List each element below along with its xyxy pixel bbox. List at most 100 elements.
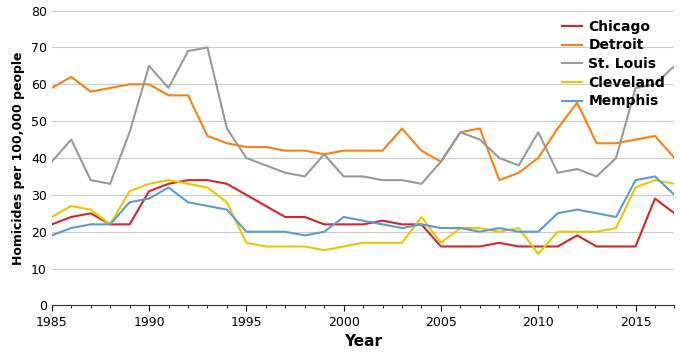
Cleveland — [48, 215, 56, 219]
Cleveland — [145, 182, 153, 186]
Detroit — [67, 75, 75, 79]
Chicago — [592, 244, 600, 248]
Cleveland — [320, 248, 328, 252]
Memphis — [592, 211, 600, 215]
Detroit — [165, 93, 173, 98]
Memphis — [262, 230, 270, 234]
Cleveland — [592, 230, 600, 234]
Memphis — [651, 174, 659, 179]
Legend: Chicago, Detroit, St. Louis, Cleveland, Memphis: Chicago, Detroit, St. Louis, Cleveland, … — [560, 17, 668, 111]
Detroit — [418, 148, 426, 153]
Chicago — [282, 215, 290, 219]
Detroit — [573, 100, 581, 105]
St. Louis — [339, 174, 347, 179]
Line: St. Louis: St. Louis — [52, 48, 675, 184]
Detroit — [126, 82, 134, 86]
Cleveland — [534, 252, 543, 256]
Detroit — [223, 141, 231, 146]
Cleveland — [476, 226, 484, 230]
Cleveland — [651, 178, 659, 182]
St. Louis — [126, 130, 134, 134]
Chicago — [495, 241, 503, 245]
Memphis — [126, 200, 134, 204]
Detroit — [670, 156, 679, 160]
Detroit — [612, 141, 620, 146]
Cleveland — [262, 244, 270, 248]
Detroit — [632, 137, 640, 142]
St. Louis — [495, 156, 503, 160]
Detroit — [339, 148, 347, 153]
Memphis — [398, 226, 406, 230]
St. Louis — [67, 137, 75, 142]
St. Louis — [48, 159, 56, 164]
Chicago — [67, 215, 75, 219]
Memphis — [632, 178, 640, 182]
Cleveland — [456, 226, 464, 230]
Chicago — [184, 178, 192, 182]
Detroit — [456, 130, 464, 134]
Cleveland — [67, 204, 75, 208]
Memphis — [223, 207, 231, 212]
Cleveland — [670, 182, 679, 186]
St. Louis — [632, 86, 640, 90]
Memphis — [242, 230, 250, 234]
Chicago — [398, 222, 406, 226]
Memphis — [359, 219, 367, 223]
Cleveland — [515, 226, 523, 230]
St. Louis — [320, 152, 328, 157]
Line: Cleveland: Cleveland — [52, 180, 675, 254]
Line: Detroit: Detroit — [52, 77, 675, 180]
Cleveland — [86, 207, 95, 212]
Chicago — [612, 244, 620, 248]
Memphis — [145, 196, 153, 201]
Memphis — [612, 215, 620, 219]
Detroit — [203, 134, 211, 138]
St. Louis — [262, 163, 270, 168]
St. Louis — [282, 171, 290, 175]
Memphis — [67, 226, 75, 230]
Cleveland — [282, 244, 290, 248]
Cleveland — [437, 241, 445, 245]
Memphis — [495, 226, 503, 230]
St. Louis — [476, 137, 484, 142]
Cleveland — [398, 241, 406, 245]
Detroit — [145, 82, 153, 86]
St. Louis — [359, 174, 367, 179]
St. Louis — [418, 182, 426, 186]
Detroit — [359, 148, 367, 153]
Memphis — [320, 230, 328, 234]
Cleveland — [573, 230, 581, 234]
Detroit — [320, 152, 328, 157]
Detroit — [282, 148, 290, 153]
Cleveland — [632, 185, 640, 190]
Chicago — [670, 211, 679, 215]
Detroit — [262, 145, 270, 149]
Chicago — [437, 244, 445, 248]
Cleveland — [554, 230, 562, 234]
Memphis — [282, 230, 290, 234]
Chicago — [301, 215, 309, 219]
Detroit — [495, 178, 503, 182]
Cleveland — [242, 241, 250, 245]
St. Louis — [651, 82, 659, 86]
Detroit — [106, 86, 114, 90]
St. Louis — [301, 174, 309, 179]
Memphis — [437, 226, 445, 230]
Memphis — [86, 222, 95, 226]
Memphis — [554, 211, 562, 215]
Cleveland — [126, 189, 134, 193]
Chicago — [632, 244, 640, 248]
Detroit — [301, 148, 309, 153]
Memphis — [418, 222, 426, 226]
Chicago — [223, 182, 231, 186]
Cleveland — [184, 182, 192, 186]
Y-axis label: Homicides per 100,000 people: Homicides per 100,000 people — [12, 51, 25, 265]
Cleveland — [223, 200, 231, 204]
St. Louis — [379, 178, 387, 182]
Detroit — [437, 159, 445, 164]
St. Louis — [203, 45, 211, 50]
St. Louis — [86, 178, 95, 182]
Memphis — [670, 193, 679, 197]
Memphis — [301, 233, 309, 237]
Memphis — [456, 226, 464, 230]
